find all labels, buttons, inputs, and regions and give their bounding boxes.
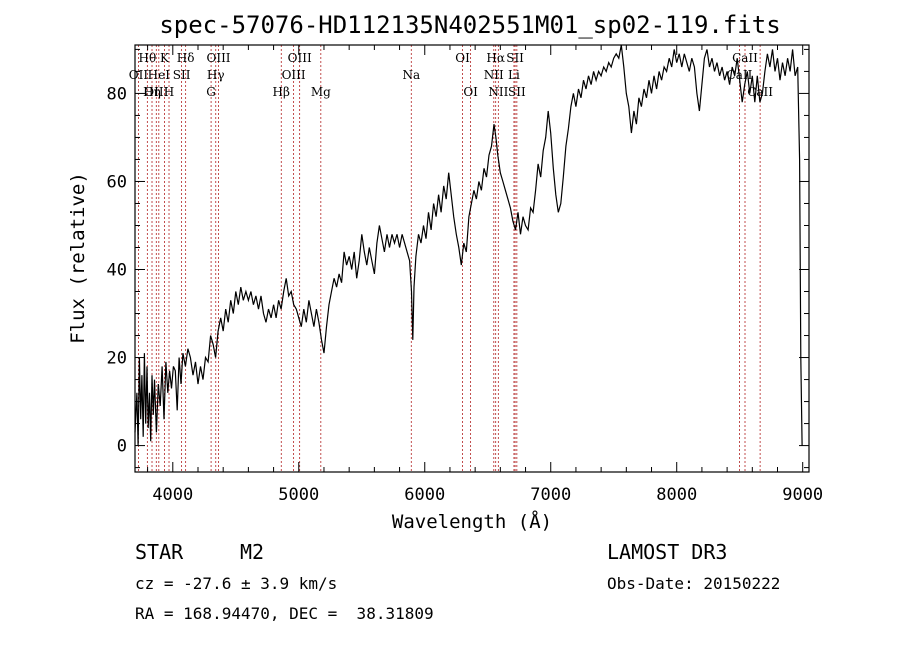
line-label: Hα bbox=[486, 51, 505, 65]
line-label: Mg bbox=[311, 85, 331, 99]
line-label: OIII bbox=[288, 51, 312, 65]
line-label: Hβ bbox=[273, 85, 290, 99]
spectrum-line bbox=[134, 44, 803, 446]
line-label: Hη bbox=[143, 85, 161, 99]
line-label: OIII bbox=[206, 51, 230, 65]
x-tick-label: 6000 bbox=[404, 485, 445, 505]
line-label: OIII bbox=[282, 68, 306, 82]
x-tick-label: 5000 bbox=[278, 485, 319, 505]
line-label: OII bbox=[129, 68, 149, 82]
line-label: CaII bbox=[732, 51, 758, 65]
line-label: SII bbox=[506, 51, 524, 65]
x-tick-label: 4000 bbox=[152, 485, 193, 505]
line-label: SII bbox=[173, 68, 191, 82]
x-tick-label: 7000 bbox=[530, 485, 571, 505]
object-subclass: M2 bbox=[240, 540, 265, 564]
y-tick-label: 60 bbox=[107, 172, 127, 192]
x-axis-ticks: 4000 5000 6000 7000 8000 9000 bbox=[147, 45, 823, 505]
x-axis-label: Wavelength (Å) bbox=[392, 510, 552, 533]
line-label: Hθ bbox=[138, 51, 156, 65]
redshift-velocity: cz = -27.6 ± 3.9 km/s bbox=[135, 574, 338, 593]
line-label: K bbox=[160, 51, 170, 65]
object-class: STAR bbox=[135, 540, 184, 564]
line-label: G bbox=[206, 85, 216, 99]
line-label: NII bbox=[488, 85, 508, 99]
y-axis-label: Flux (relative) bbox=[67, 172, 89, 344]
spectrum-chart: spec-57076-HD112135N402551M01_sp02-119.f… bbox=[67, 11, 823, 533]
y-axis-ticks: 0 20 40 60 80 bbox=[107, 48, 809, 469]
line-label: NII bbox=[484, 68, 504, 82]
plot-frame bbox=[134, 44, 810, 473]
line-label: Na bbox=[402, 68, 420, 82]
line-label: HeI bbox=[148, 68, 171, 82]
y-tick-label: 20 bbox=[107, 349, 127, 369]
line-label: Hγ bbox=[207, 68, 225, 82]
emission-line-markers bbox=[138, 45, 761, 472]
x-tick-label: 9000 bbox=[782, 485, 823, 505]
line-label: OIII bbox=[144, 85, 168, 99]
y-tick-label: 0 bbox=[117, 437, 127, 457]
line-label: OI bbox=[463, 85, 478, 99]
line-label: OI bbox=[455, 51, 470, 65]
chart-title: spec-57076-HD112135N402551M01_sp02-119.f… bbox=[159, 11, 780, 39]
line-label: Li bbox=[508, 68, 520, 82]
y-tick-label: 80 bbox=[107, 84, 127, 104]
line-label: SII bbox=[508, 85, 526, 99]
line-label: H bbox=[164, 85, 174, 99]
line-label: Hδ bbox=[177, 51, 195, 65]
y-tick-label: 40 bbox=[107, 261, 127, 281]
survey-name: LAMOST DR3 bbox=[607, 540, 728, 564]
x-tick-label: 8000 bbox=[656, 485, 697, 505]
observation-date: Obs-Date: 20150222 bbox=[607, 574, 781, 593]
ra-dec-coordinates: RA = 168.94470, DEC = 38.31809 bbox=[135, 604, 434, 623]
